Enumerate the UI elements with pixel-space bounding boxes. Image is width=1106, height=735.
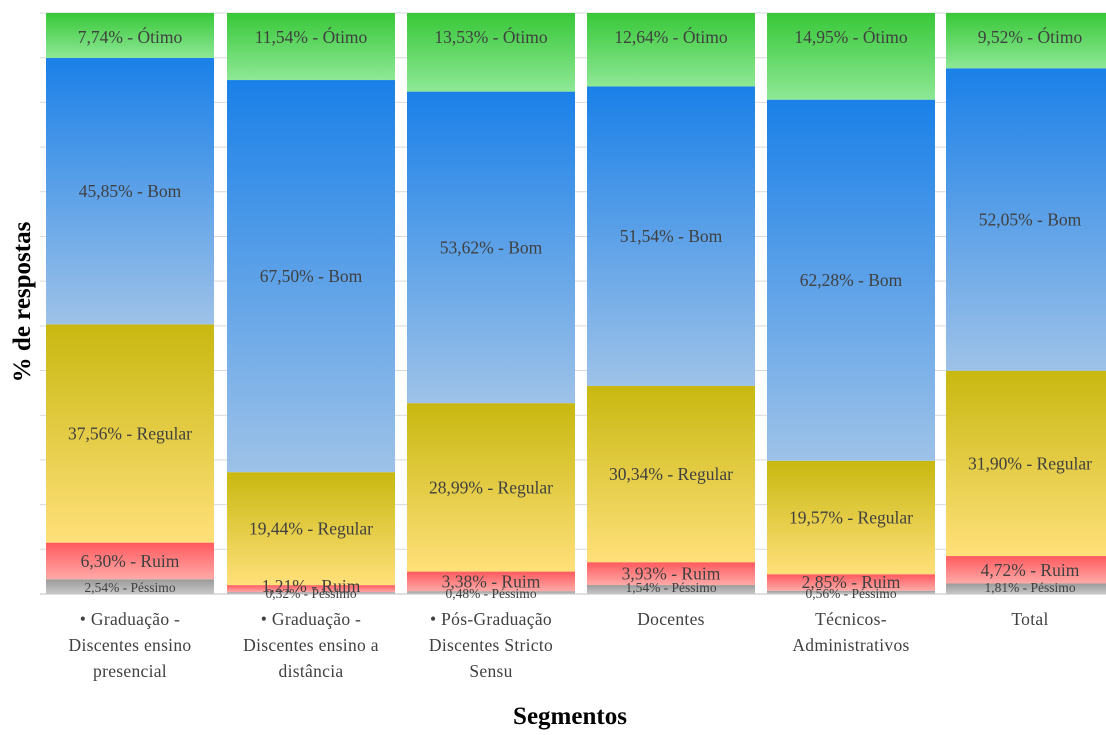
bar-segment-ruim — [587, 562, 755, 586]
data-label-ruim: 1,21% - Ruim — [262, 576, 361, 596]
bar-segment-ruim — [227, 585, 395, 593]
category-label: presencial — [93, 661, 167, 681]
bar-segment-bom — [946, 68, 1106, 371]
data-label-otimo: 9,52% - Ótimo — [978, 27, 1083, 47]
data-label-otimo: 14,95% - Ótimo — [794, 27, 908, 47]
data-label-regular: 19,57% - Regular — [789, 507, 913, 527]
data-label-bom: 52,05% - Bom — [979, 210, 1082, 230]
category-label: Discentes ensino a — [243, 635, 379, 655]
bar-segment-otimo — [946, 13, 1106, 69]
bar-segment-ruim — [46, 542, 214, 580]
category-label: • Graduação - — [80, 609, 180, 629]
data-label-regular: 30,34% - Regular — [609, 464, 733, 484]
data-label-bom: 45,85% - Bom — [79, 181, 182, 201]
data-label-pessimo: 2,54% - Péssimo — [84, 580, 175, 595]
y-axis-title: % de respostas — [9, 221, 36, 382]
category-label: Sensu — [469, 661, 512, 681]
bar-segment-pessimo — [767, 590, 935, 594]
bar-segment-pessimo — [587, 585, 755, 594]
x-axis-title: Segmentos — [513, 703, 627, 730]
category-label: Discentes Stricto — [429, 635, 553, 655]
category-label: Técnicos- — [815, 609, 887, 629]
data-label-regular: 37,56% - Regular — [68, 424, 192, 444]
data-label-regular: 31,90% - Regular — [968, 453, 1092, 473]
category-label: • Graduação - — [261, 609, 361, 629]
bar-segment-regular — [946, 370, 1106, 557]
data-label-ruim: 2,85% - Ruim — [802, 572, 901, 592]
data-label-bom: 67,50% - Bom — [260, 266, 363, 286]
bars — [46, 13, 1106, 594]
data-label-pessimo: 0,48% - Péssimo — [445, 586, 536, 601]
data-label-bom: 51,54% - Bom — [620, 226, 723, 246]
data-label-ruim: 6,30% - Ruim — [81, 551, 180, 571]
category-label: Administrativos — [792, 635, 909, 655]
data-label-regular: 19,44% - Regular — [249, 519, 373, 539]
data-label-regular: 28,99% - Regular — [429, 477, 553, 497]
category-label: distância — [279, 661, 344, 681]
bar-segment-pessimo — [227, 592, 395, 594]
bar-segment-otimo — [46, 13, 214, 58]
bar-segment-ruim — [946, 556, 1106, 584]
category-label: Docentes — [637, 609, 705, 629]
bar-segment-bom — [587, 86, 755, 386]
bar-segment-otimo — [587, 13, 755, 87]
data-label-pessimo: 1,81% - Péssimo — [984, 580, 1075, 595]
bar-segment-bom — [227, 80, 395, 473]
bar-segment-otimo — [767, 13, 935, 100]
bar-segment-pessimo — [407, 591, 575, 594]
bar-segment-regular — [46, 324, 214, 543]
bar-segment-pessimo — [946, 583, 1106, 594]
bar-segment-otimo — [227, 13, 395, 81]
category-label: Discentes ensino — [69, 635, 192, 655]
data-label-pessimo: 0,56% - Péssimo — [805, 586, 896, 601]
bar-segment-bom — [46, 57, 214, 325]
bar-segment-regular — [587, 385, 755, 563]
data-labels: 2,54% - Péssimo 6,30% - Ruim 37,56% - Regu… — [68, 27, 1092, 601]
category-label: • Pós-Graduação — [430, 609, 552, 629]
data-label-pessimo: 0,32% - Péssimo — [265, 586, 356, 601]
data-label-otimo: 11,54% - Ótimo — [255, 27, 368, 47]
data-label-otimo: 12,64% - Ótimo — [614, 27, 728, 47]
data-label-otimo: 13,53% - Ótimo — [434, 27, 548, 47]
bar-segment-otimo — [407, 13, 575, 92]
category-label: Total — [1011, 609, 1048, 629]
data-label-otimo: 7,74% - Ótimo — [78, 27, 183, 47]
bar-segment-regular — [227, 472, 395, 586]
bar-segment-bom — [767, 99, 935, 461]
bar-segment-pessimo — [46, 579, 214, 594]
data-label-pessimo: 1,54% - Péssimo — [625, 580, 716, 595]
data-label-bom: 62,28% - Bom — [800, 270, 903, 290]
bar-segment-regular — [767, 460, 935, 575]
category-labels: • Graduação - Discentes ensino presencial •… — [69, 609, 1049, 681]
data-label-ruim: 3,38% - Ruim — [442, 571, 541, 591]
bar-segment-regular — [407, 403, 575, 572]
data-label-ruim: 3,93% - Ruim — [622, 564, 721, 584]
bar-segment-bom — [407, 91, 575, 404]
data-label-bom: 53,62% - Bom — [440, 237, 543, 257]
bar-segment-ruim — [767, 574, 935, 591]
bar-segment-ruim — [407, 571, 575, 592]
data-label-ruim: 4,72% - Ruim — [981, 560, 1080, 580]
